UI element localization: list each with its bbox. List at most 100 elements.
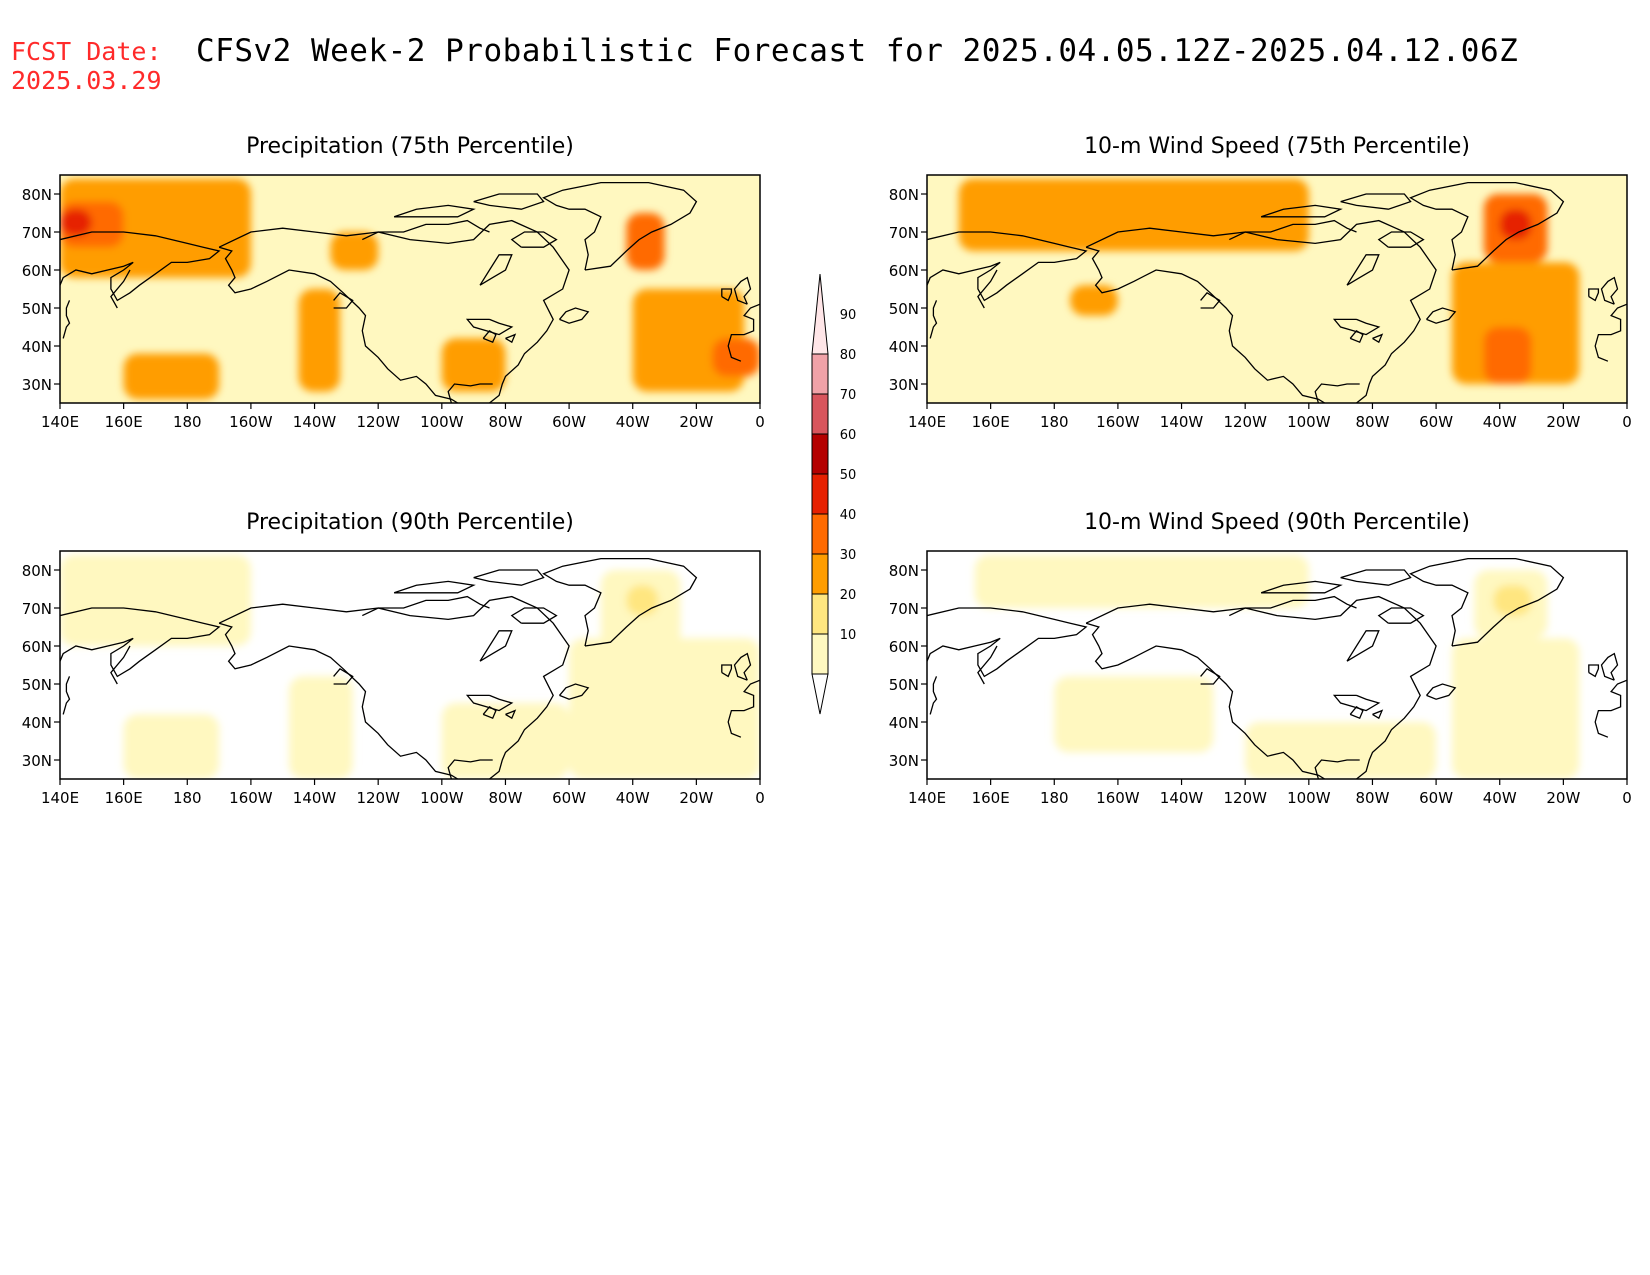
coastline xyxy=(333,291,354,309)
lon-tick-label: 0 xyxy=(1622,789,1632,807)
panel-title: 10-m Wind Speed (75th Percentile) xyxy=(1084,134,1470,159)
lon-tick-label: 60W xyxy=(1419,789,1453,807)
colorbar-label: 10 xyxy=(840,628,857,643)
lat-tick-label: 50N xyxy=(889,300,919,318)
coastline xyxy=(1349,705,1364,720)
lat-tick-label: 30N xyxy=(22,376,52,394)
lon-tick-label: 20W xyxy=(679,789,713,807)
lon-tick-label: 160E xyxy=(972,789,1010,807)
lat-tick-label: 50N xyxy=(22,676,52,694)
probability-region xyxy=(1054,676,1214,753)
coastline xyxy=(1260,204,1343,218)
map-frame xyxy=(59,550,761,780)
coastline xyxy=(727,679,760,738)
coastline xyxy=(1260,580,1343,594)
coastline xyxy=(473,569,545,586)
lon-tick-label: 40W xyxy=(1483,789,1517,807)
map-frame xyxy=(59,174,761,404)
probability-region xyxy=(626,585,659,616)
probability-region xyxy=(123,353,220,400)
probability-region xyxy=(441,338,506,392)
coastline xyxy=(393,580,476,594)
map-panel-wind75: 10-m Wind Speed (75th Percentile) 140E 160… xyxy=(889,134,1632,431)
probability-region xyxy=(1245,722,1437,779)
lon-tick-label: 120W xyxy=(1223,413,1267,431)
coastline xyxy=(1588,664,1600,678)
probability-region xyxy=(569,638,760,779)
colorbar-box xyxy=(811,473,829,515)
lon-tick-label: 80W xyxy=(1355,789,1389,807)
coastline xyxy=(1332,318,1381,336)
lon-tick-label: 60W xyxy=(552,413,586,431)
lon-tick-label: 180 xyxy=(1040,413,1069,431)
coastline xyxy=(218,595,570,779)
coastline-layer xyxy=(60,557,760,779)
coastline xyxy=(1314,383,1360,403)
colorbar-box xyxy=(811,393,829,435)
colorbar-bottom-arrow xyxy=(811,673,829,715)
coastline xyxy=(1600,652,1619,681)
colorbar-label: 80 xyxy=(840,348,857,363)
probability-region xyxy=(60,209,92,236)
colorbar-label: 30 xyxy=(840,548,857,563)
coastline xyxy=(465,694,514,712)
coastline xyxy=(1340,193,1412,210)
lat-tick-label: 40N xyxy=(22,338,52,356)
coastline xyxy=(1314,759,1360,779)
coastline xyxy=(447,759,493,779)
panel-title: Precipitation (90th Percentile) xyxy=(246,510,574,535)
coastline xyxy=(505,333,517,344)
lat-tick-label: 80N xyxy=(22,562,52,580)
coastline xyxy=(110,269,131,309)
coastline xyxy=(510,607,558,624)
lon-tick-label: 120W xyxy=(356,413,400,431)
coastline xyxy=(393,204,476,218)
lon-tick-label: 140W xyxy=(1160,789,1204,807)
lon-tick-label: 120W xyxy=(1223,789,1267,807)
colorbar-label: 90 xyxy=(840,308,857,323)
coastline xyxy=(1085,246,1326,403)
coastline xyxy=(110,645,131,685)
coastline xyxy=(60,231,221,302)
lon-tick-label: 0 xyxy=(1622,413,1632,431)
lat-tick-label: 80N xyxy=(889,562,919,580)
lon-tick-label: 0 xyxy=(755,789,765,807)
coastline xyxy=(1409,557,1565,647)
probability-region xyxy=(958,178,1309,251)
lon-tick-label: 160E xyxy=(105,413,143,431)
lat-tick-label: 80N xyxy=(22,186,52,204)
coastline xyxy=(977,645,998,685)
lon-tick-label: 80W xyxy=(1355,413,1389,431)
coastline xyxy=(473,193,545,210)
lon-tick-label: 120W xyxy=(356,789,400,807)
coastline xyxy=(1594,303,1627,362)
lat-tick-label: 30N xyxy=(889,376,919,394)
lat-tick-label: 80N xyxy=(889,186,919,204)
lon-tick-label: 140W xyxy=(293,413,337,431)
coastline xyxy=(479,254,513,286)
coastline xyxy=(542,557,698,647)
coastline xyxy=(1600,276,1619,305)
lon-tick-label: 140E xyxy=(908,789,946,807)
map-frame xyxy=(926,550,1628,780)
lon-tick-label: 160W xyxy=(1096,789,1140,807)
lon-tick-label: 140E xyxy=(908,413,946,431)
coastline xyxy=(1588,288,1600,302)
probability-region xyxy=(1499,209,1532,240)
coastline xyxy=(218,246,459,403)
colorbar-label: 50 xyxy=(840,468,857,483)
lon-tick-label: 160W xyxy=(1096,413,1140,431)
colorbar-label: 60 xyxy=(840,428,857,443)
lat-tick-label: 30N xyxy=(889,752,919,770)
coastline xyxy=(482,705,497,720)
colorbar-box xyxy=(811,353,829,395)
coastline xyxy=(1372,333,1384,344)
lon-tick-label: 100W xyxy=(1287,789,1331,807)
colorbar-box xyxy=(811,433,829,475)
coastline xyxy=(1372,709,1384,720)
coastline xyxy=(929,300,938,339)
lon-tick-label: 100W xyxy=(420,789,464,807)
probability-region xyxy=(626,213,665,270)
colorbar: 90 80 70 60 50 40 30 20 10 xyxy=(811,273,857,715)
